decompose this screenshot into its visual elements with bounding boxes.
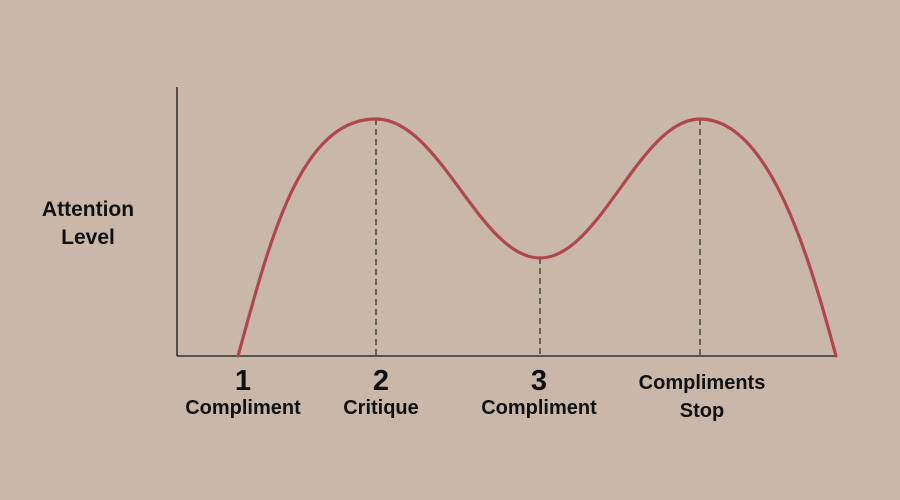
marker-label: Compliment: [185, 397, 301, 419]
marker-number: 3: [530, 365, 548, 397]
marker-label: Compliments Stop: [638, 372, 766, 422]
marker-label: Critique: [343, 397, 419, 419]
marker-2: 2 Critique: [281, 366, 481, 420]
attention-curve: [236, 117, 838, 358]
marker-number: 2: [372, 365, 390, 397]
marker-1: 1 Compliment: [143, 366, 343, 420]
marker-4: Compliments Stop: [602, 369, 802, 425]
y-axis-label: Attention Level: [41, 198, 135, 249]
marker-number: 1: [234, 365, 252, 397]
marker-label: Compliment: [481, 397, 597, 419]
marker-3: 3 Compliment: [439, 366, 639, 420]
